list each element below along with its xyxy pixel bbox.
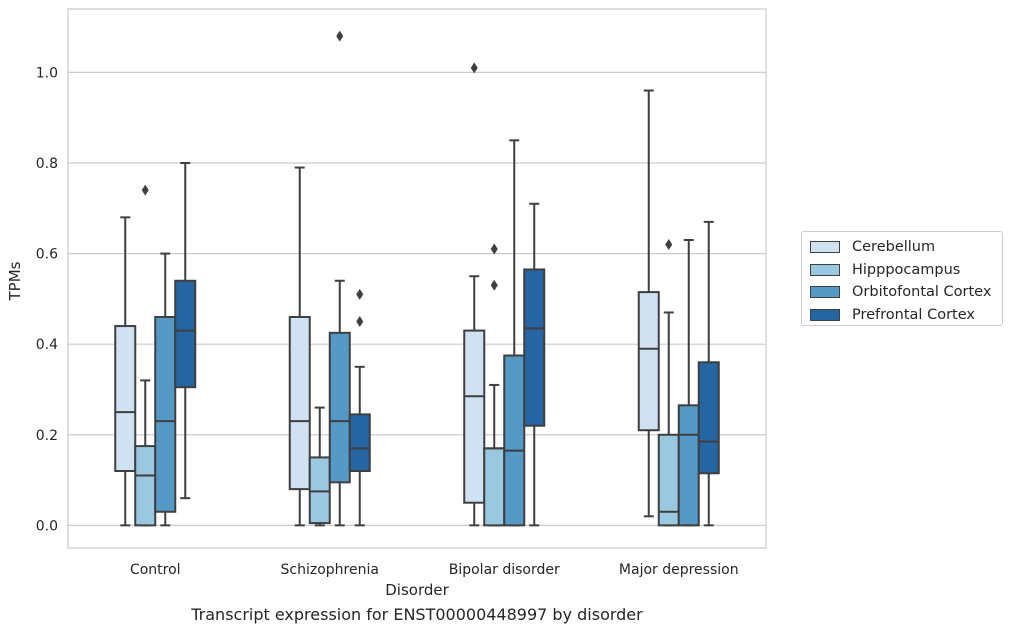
box-iqr [637, 291, 660, 432]
x-axis-label: Disorder [385, 581, 449, 599]
y-tick-label: 0.6 [36, 247, 58, 263]
legend-swatch [810, 286, 840, 299]
box [348, 288, 371, 527]
x-tick-label: Bipolar disorder [449, 562, 560, 578]
box [463, 62, 486, 527]
box-series-group [114, 30, 720, 527]
chart-caption: Transcript expression for ENST0000044899… [191, 605, 643, 624]
legend-label: Cerebellum [852, 239, 936, 256]
legend-swatch [810, 308, 840, 321]
plot-frame [67, 8, 767, 549]
box [697, 220, 720, 527]
outlier-point [665, 239, 673, 251]
box [657, 239, 680, 527]
box [134, 184, 157, 527]
box [174, 162, 197, 500]
outlier-point [336, 30, 344, 42]
box-iqr [523, 268, 546, 427]
outlier-point [356, 288, 364, 300]
x-tick-label: Major depression [619, 562, 739, 578]
outlier-point [490, 279, 498, 291]
box [288, 166, 311, 527]
outlier-point [356, 316, 364, 328]
box-iqr [288, 316, 311, 491]
legend-item-prefrontal: Prefrontal Cortex [808, 304, 996, 327]
box [328, 30, 351, 527]
box [154, 252, 177, 527]
legend-item-hippocampus: Hipppocampus [808, 259, 996, 282]
box [308, 406, 331, 527]
box-iqr [697, 361, 720, 475]
box-iqr [503, 354, 526, 527]
y-axis-ticks: 0.0 0.2 0.4 0.6 0.8 1.0 [36, 65, 58, 534]
box [637, 89, 660, 518]
outlier-point [470, 62, 478, 74]
box [483, 243, 506, 527]
y-tick-label: 0.2 [36, 428, 58, 444]
box [677, 239, 700, 527]
legend-swatch [810, 241, 840, 254]
y-tick-label: 0.8 [36, 156, 58, 172]
box-iqr [308, 456, 331, 525]
outlier-point [141, 184, 149, 196]
y-tick-label: 0.0 [36, 518, 58, 534]
x-axis-ticks: Control Schizophrenia Bipolar disorder Majo… [130, 562, 739, 578]
box-iqr [174, 279, 197, 389]
box-iqr [348, 413, 371, 472]
y-axis-label: TPMs [6, 261, 24, 301]
box [114, 216, 137, 527]
legend-swatch [810, 263, 840, 276]
box-iqr [154, 316, 177, 513]
box-iqr [328, 331, 351, 484]
legend-item-cerebellum: Cerebellum [808, 236, 996, 259]
box-iqr [483, 447, 506, 527]
x-tick-label: Schizophrenia [281, 562, 379, 578]
box-iqr [114, 325, 137, 473]
box [503, 139, 526, 527]
x-tick-label: Control [130, 562, 181, 578]
legend-label: Orbitofontal Cortex [852, 284, 992, 301]
box-iqr [134, 445, 157, 527]
box-iqr [463, 329, 486, 504]
box-iqr [677, 404, 700, 527]
y-tick-label: 1.0 [36, 65, 58, 81]
legend-item-orbitofrontal: Orbitofontal Cortex [808, 281, 996, 304]
legend-label: Prefrontal Cortex [852, 306, 975, 323]
outlier-point [490, 243, 498, 255]
y-tick-label: 0.4 [36, 337, 58, 353]
legend: Cerebellum Hipppocampus Orbitofontal Cor… [801, 231, 1003, 326]
legend-label: Hipppocampus [852, 261, 961, 278]
box [523, 202, 546, 527]
